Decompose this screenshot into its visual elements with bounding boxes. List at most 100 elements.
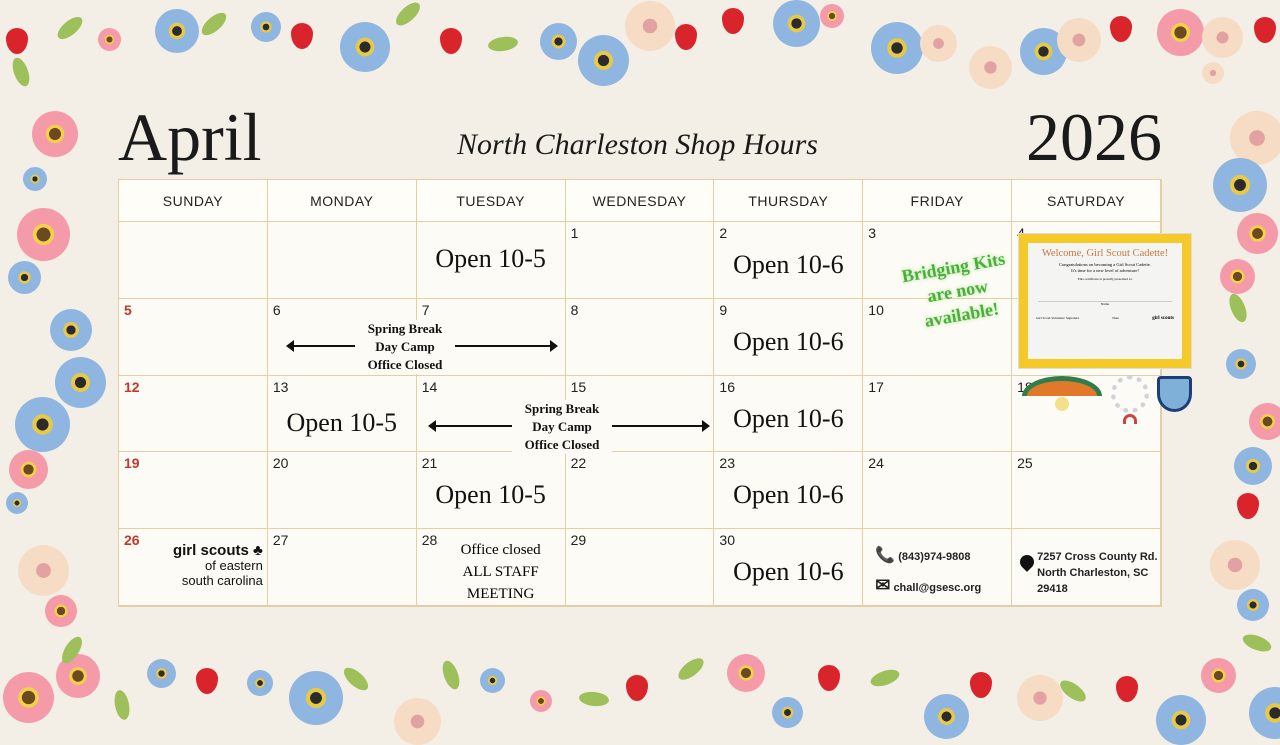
- flower-decoration: [1248, 403, 1280, 441]
- flower-decoration: [14, 396, 70, 452]
- flower-decoration: [97, 28, 121, 52]
- hours-text: Open 10-5: [435, 244, 546, 273]
- pearl-bracelet: [1111, 375, 1149, 413]
- flower-decoration: [539, 22, 577, 60]
- leaf-decoration: [1225, 291, 1251, 325]
- flower-decoration: [624, 1, 675, 52]
- flower-decoration: [1017, 675, 1064, 722]
- day-cell: 20: [267, 452, 417, 530]
- day-number: 5: [124, 301, 132, 318]
- staff-meeting-note: Office closed ALL STAFF MEETING: [437, 539, 565, 605]
- day-cell: 7: [416, 298, 566, 376]
- day-number: 29: [570, 532, 587, 549]
- leaf-decoration: [1240, 631, 1274, 656]
- flower-decoration: [55, 357, 107, 409]
- flower-decoration: [339, 21, 390, 72]
- address-line: North Charleston, SC: [1037, 567, 1149, 580]
- month-title: April: [118, 99, 262, 175]
- flower-decoration: [969, 45, 1013, 89]
- flower-decoration: [1220, 258, 1256, 294]
- flower-decoration: [1056, 18, 1101, 63]
- strawberry-decoration: [675, 24, 698, 51]
- day-cell-empty: [267, 222, 417, 299]
- day-cell-empty: Open 10-5: [416, 222, 566, 299]
- day-cell: 10: [863, 298, 1013, 376]
- day-cell: 5: [119, 298, 268, 376]
- day-cell: 12: [119, 375, 268, 453]
- note-line: MEETING: [466, 586, 535, 603]
- day-cell: 17: [863, 375, 1013, 453]
- day-number: 14: [421, 378, 438, 395]
- leaf-decoration: [487, 34, 520, 53]
- hours-text: Open 10-6: [733, 326, 844, 356]
- day-cell: 26 girl scouts ♣ of eastern south caroli…: [119, 529, 268, 606]
- flower-decoration: [7, 260, 41, 294]
- day-cell: 22: [565, 452, 715, 530]
- flower-decoration: [772, 696, 804, 728]
- flower-decoration: [772, 0, 820, 48]
- flower-decoration: [18, 545, 70, 597]
- certificate-title: Welcome, Girl Scout Cadette!: [1041, 248, 1169, 259]
- flower-decoration: [22, 167, 47, 192]
- day-number: 30: [719, 532, 735, 549]
- flower-decoration: [1229, 110, 1280, 165]
- weekday-header: SUNDAY: [119, 180, 268, 222]
- flower-decoration: [923, 694, 969, 740]
- leaf-decoration: [197, 8, 230, 39]
- day-number: 1: [570, 225, 579, 241]
- flower-decoration: [1155, 695, 1206, 745]
- certificate-text: Date: [1112, 316, 1119, 320]
- flower-decoration: [2, 672, 54, 724]
- day-number: 7: [421, 301, 430, 318]
- flower-decoration: [5, 492, 28, 514]
- address-line: 29418: [1037, 583, 1068, 596]
- phone-number[interactable]: (843)974-9808: [898, 551, 971, 564]
- hours-text: Open 10-6: [733, 403, 844, 433]
- flower-decoration: [919, 24, 957, 62]
- day-number: 24: [868, 455, 884, 472]
- day-number: 20: [272, 455, 289, 472]
- day-number: 25: [1017, 455, 1033, 472]
- cadette-certificate-image: Welcome, Girl Scout Cadette! Congratulat…: [1018, 233, 1192, 369]
- flower-decoration: [871, 21, 924, 74]
- strawberry-decoration: [818, 665, 841, 692]
- day-cell: 13 Open 10-5: [267, 375, 417, 453]
- hours-text: Open 10-6: [733, 480, 844, 510]
- strawberry-decoration: [721, 8, 744, 35]
- day-cell: 1: [565, 222, 715, 299]
- leaf-decoration: [112, 689, 132, 722]
- strawberry-decoration: [5, 28, 28, 55]
- leaf-decoration: [439, 658, 463, 692]
- day-cell: 16 Open 10-6: [714, 375, 864, 453]
- day-number: 3: [868, 225, 877, 241]
- hours-text: Open 10-5: [435, 480, 546, 510]
- day-cell: 15: [565, 375, 715, 453]
- leaf-decoration: [54, 12, 87, 43]
- day-number: 22: [570, 455, 587, 472]
- spring-break-note: Spring Break Day Camp Office Closed: [512, 400, 612, 454]
- strawberry-decoration: [290, 22, 313, 49]
- weekday-header: THURSDAY: [714, 180, 864, 222]
- strawberry-decoration: [196, 667, 219, 694]
- day-number: 15: [570, 378, 587, 395]
- flower-decoration: [288, 670, 343, 725]
- address-line: 7257 Cross County Rd.: [1037, 551, 1158, 564]
- flower-decoration: [394, 698, 442, 745]
- calendar-subtitle: North Charleston Shop Hours: [457, 128, 818, 161]
- strawberry-decoration: [1110, 15, 1133, 42]
- flower-decoration: [16, 208, 70, 262]
- day-cell: 8: [565, 298, 715, 376]
- flower-decoration: [247, 670, 274, 697]
- weekday-header: WEDNESDAY: [565, 180, 715, 222]
- flower-decoration: [727, 654, 766, 693]
- spring-break-note: Spring Break Day Camp Office Closed: [355, 320, 455, 374]
- day-number: 27: [272, 532, 289, 549]
- flower-decoration: [1248, 687, 1280, 740]
- flower-decoration: [529, 689, 552, 712]
- flower-decoration: [147, 658, 177, 688]
- day-cell: 2 Open 10-6: [714, 222, 864, 299]
- phone-row: 📞 (843)974-9808: [875, 545, 970, 565]
- day-number: 10: [868, 301, 884, 318]
- day-cell: 9 Open 10-6: [714, 298, 864, 376]
- email-address[interactable]: chall@gsesc.org: [893, 582, 982, 595]
